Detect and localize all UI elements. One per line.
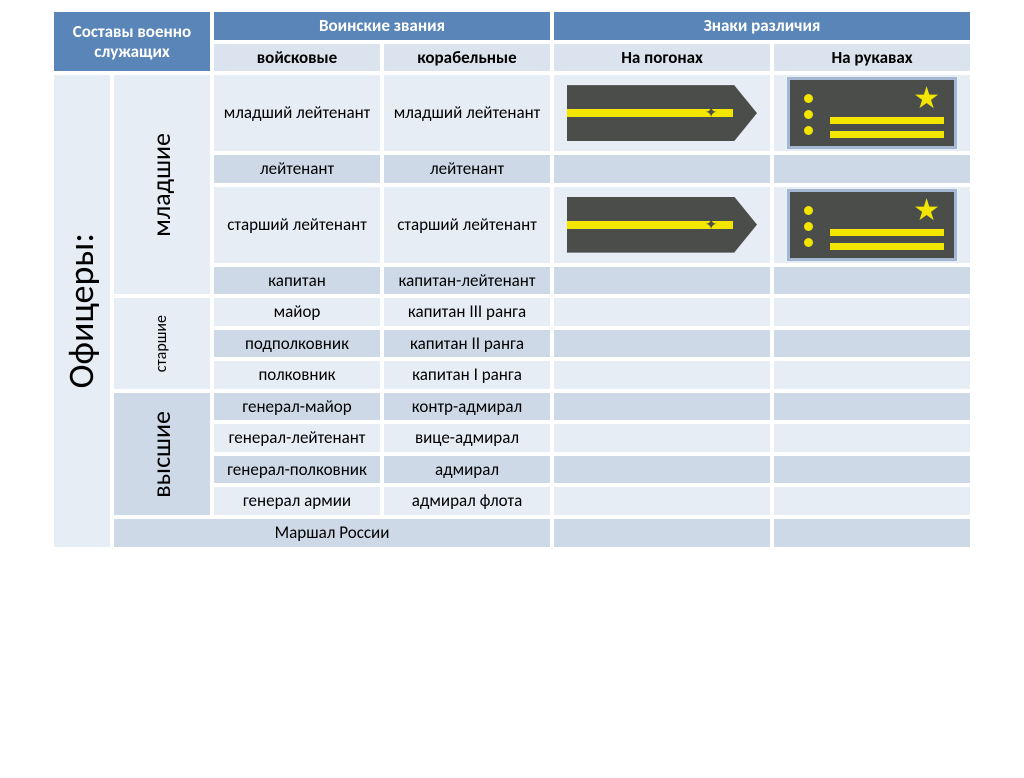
cell-shoulder: ✦ <box>552 73 772 153</box>
group-junior-cell: младшие <box>112 73 212 296</box>
cell-navy: капитан II ранга <box>382 328 552 360</box>
cell-shoulder <box>552 359 772 391</box>
cell-navy: младший лейтенант <box>382 73 552 153</box>
cell-sleeve: ★ <box>772 185 972 265</box>
hdr-ranks: Воинские звания <box>212 10 552 42</box>
cell-sleeve <box>772 422 972 454</box>
hdr-army: войсковые <box>212 42 382 74</box>
cell-shoulder <box>552 391 772 423</box>
cell-army: лейтенант <box>212 153 382 185</box>
cell-army: подполковник <box>212 328 382 360</box>
shoulder-board-icon: ✦ <box>567 197 757 253</box>
cell-shoulder <box>552 328 772 360</box>
cell-sleeve <box>772 391 972 423</box>
cell-shoulder <box>552 517 772 549</box>
group-higher-cell: высшие <box>112 391 212 517</box>
hdr-shoulder: На погонах <box>552 42 772 74</box>
main-category-cell: Офицеры: <box>52 73 112 548</box>
marshal-row: Маршал России <box>112 517 552 549</box>
cell-sleeve <box>772 454 972 486</box>
cell-sleeve <box>772 265 972 297</box>
cell-navy: вице-адмирал <box>382 422 552 454</box>
cell-shoulder <box>552 454 772 486</box>
cell-army: капитан <box>212 265 382 297</box>
sleeve-patch-icon: ★ <box>787 77 957 149</box>
group-junior-label: младшие <box>147 133 177 237</box>
cell-navy: лейтенант <box>382 153 552 185</box>
cell-shoulder <box>552 485 772 517</box>
cell-navy: адмирал <box>382 454 552 486</box>
group-higher-label: высшие <box>147 411 177 498</box>
cell-army: генерал армии <box>212 485 382 517</box>
cell-sleeve <box>772 517 972 549</box>
hdr-navy: корабельные <box>382 42 552 74</box>
cell-army: старший лейтенант <box>212 185 382 265</box>
cell-navy: капитан I ранга <box>382 359 552 391</box>
cell-shoulder <box>552 153 772 185</box>
cell-sleeve <box>772 296 972 328</box>
cell-army: полковник <box>212 359 382 391</box>
cell-navy: адмирал флота <box>382 485 552 517</box>
cell-sleeve <box>772 328 972 360</box>
cell-shoulder: ✦ <box>552 185 772 265</box>
cell-sleeve <box>772 153 972 185</box>
main-category-label: Офицеры: <box>61 233 102 388</box>
group-senior-cell: старшие <box>112 296 212 391</box>
cell-shoulder <box>552 265 772 297</box>
cell-navy: старший лейтенант <box>382 185 552 265</box>
cell-navy: капитан-лейтенант <box>382 265 552 297</box>
cell-army: генерал-полковник <box>212 454 382 486</box>
cell-army: генерал-лейтенант <box>212 422 382 454</box>
cell-army: майор <box>212 296 382 328</box>
shoulder-board-icon: ✦ <box>567 85 757 141</box>
cell-navy: капитан III ранга <box>382 296 552 328</box>
cell-shoulder <box>552 296 772 328</box>
cell-sleeve <box>772 359 972 391</box>
cell-sleeve: ★ <box>772 73 972 153</box>
cell-army: младший лейтенант <box>212 73 382 153</box>
cell-sleeve <box>772 485 972 517</box>
cell-shoulder <box>552 422 772 454</box>
cell-navy: контр-адмирал <box>382 391 552 423</box>
sleeve-patch-icon: ★ <box>787 189 957 261</box>
hdr-composition: Составы военно служащих <box>52 10 212 73</box>
hdr-sleeve: На рукавах <box>772 42 972 74</box>
ranks-table: Составы военно служащих Воинские звания … <box>52 10 972 549</box>
hdr-insignia: Знаки различия <box>552 10 972 42</box>
group-senior-label: старшие <box>153 315 171 372</box>
cell-army: генерал-майор <box>212 391 382 423</box>
